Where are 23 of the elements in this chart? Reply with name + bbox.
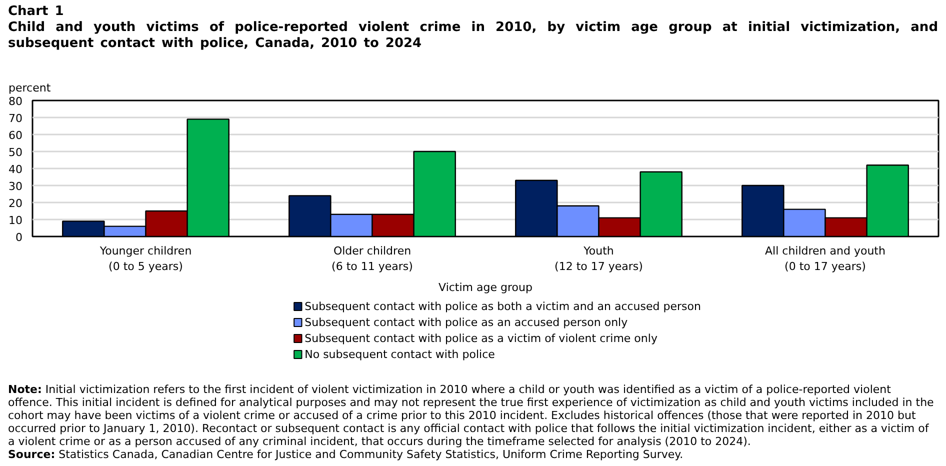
text: Note: Initial victimization refers to the first incident of violent victimization in 2010 where a child or youth was identified as a victim of a police-reported violent offence. This initial incident is defined for analytical purposes and may not represent the true first experience of victimization as child and youth victims included in the cohort may have been victims of a violent crime or accused of a crime prior to this 2010 incident. Excludes historical offences (those that were reported in 2010 but occurred prior to January 1, 2010). Recontact or subsequent contact is any official contact with police that follows the initial victimization incident, either as a victim of a violent crime or as a person accused of any criminal incident, that occurs during the timeframe selected for analysis (2010 to 2024). (8, 383, 934, 448)
y-tick-label: 40 (8, 163, 23, 176)
y-axis-title: percent (8, 82, 52, 94)
x-tick-label: Younger children (0 to 5 years) (98, 244, 192, 274)
legend-label: Subsequent contact with police as a victim of violent crime only (304, 332, 658, 345)
chart-title: Chart 1 (8, 4, 64, 19)
y-tick-label: 10 (8, 214, 23, 227)
chart-subtitle: Child and youth victims of police-reported violent crime in 2010, by victim age group at initial victimization, and subsequent contact with police, Canada, 2010 to 2024 (8, 20, 938, 51)
y-tick-label: 70 (8, 112, 23, 125)
x-axis-title: Victim age group (438, 281, 532, 294)
x-tick-label: All children and youth (0 to 17 years) (765, 244, 886, 274)
legend-label: Subsequent contact with police as both a victim and an accused person (304, 300, 701, 313)
x-tick-label: Youth (12 to 17 years) (554, 244, 643, 274)
legend-label: Subsequent contact with police as an accused person only (304, 316, 628, 329)
y-tick-label: 50 (8, 146, 23, 159)
y-tick-label: 60 (8, 129, 23, 142)
source-note: Source: Statistics Canada, Canadian Centre for Justice and Community Safety Statistics, Uniform Crime Reporting Survey. (8, 448, 684, 461)
y-tick-label: 30 (8, 180, 23, 193)
y-tick-label: 20 (8, 197, 23, 210)
x-tick-label: Older children (6 to 11 years) (332, 244, 413, 274)
legend-label: No subsequent contact with police (304, 348, 496, 361)
y-tick-label: 0 (16, 231, 22, 244)
y-tick-label: 80 (8, 95, 23, 108)
